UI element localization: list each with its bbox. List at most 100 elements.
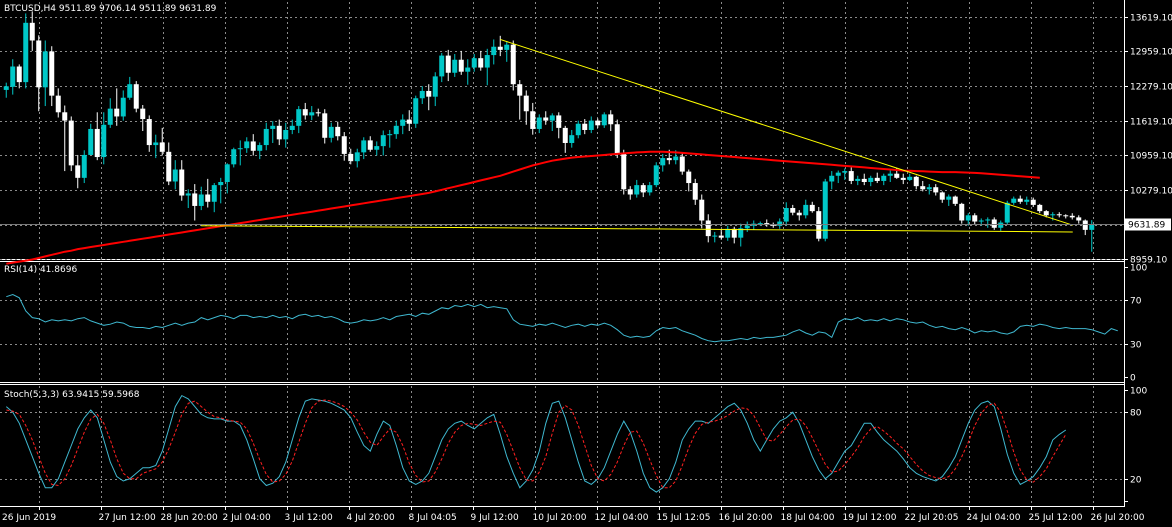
candle-body [283,129,289,140]
candle-body [458,59,464,72]
candle-body [478,58,484,68]
candle-body [55,95,61,113]
candle-body [1076,217,1082,221]
candle-body [81,154,87,178]
candle-body [94,128,100,158]
candle-body [679,156,685,172]
candle-body [712,235,718,237]
rsi-tick-label: 70 [1130,297,1142,307]
candle-body [49,51,55,96]
candle-body [16,66,22,83]
candle-body [569,135,575,143]
candle-body [705,220,711,237]
candle-body [1037,204,1043,212]
candle-body [68,120,74,166]
candle-body [978,220,984,222]
candle-body [140,108,146,120]
candle-body [244,141,250,149]
stochastic-panel[interactable] [5,394,1067,493]
time-tick-label: 16 Jul 20:00 [719,513,773,523]
rsi-tick-label: 100 [1130,264,1147,274]
time-tick-label: 28 Jun 20:00 [161,513,218,523]
candle-body [153,142,159,146]
candle-body [699,199,705,221]
candle-body [582,123,588,130]
candle-body [608,114,614,125]
axis-labels: 26 Jun 2019 27 Jun 12:00 28 Jun 20:00 2 Jul… [2,14,1172,524]
candle-body [757,223,763,225]
candle-body [101,124,107,158]
rsi-panel-title: RSI(14) 41.8696 [4,265,77,275]
candle-body [991,219,997,228]
candle-body [796,212,802,216]
candle-body [692,183,698,200]
time-tick-label: 18 Jul 04:00 [781,513,835,523]
candle-body [322,113,328,138]
candle-body [640,185,646,193]
price-panel[interactable]: 9631.89 [0,11,1171,265]
candle-body [530,111,536,129]
candle-body [549,115,555,121]
current-price-box [1125,218,1171,231]
candle-body [939,192,945,200]
candle-body [913,176,919,187]
candle-body [809,204,815,212]
price-tick-label: 13619.10 [1130,14,1172,24]
candle-body [543,117,549,121]
candle-body [75,165,81,178]
candle-body [42,51,48,88]
candle-body [1056,214,1062,216]
candle-body [179,169,185,196]
trendline [201,225,1073,233]
candle-body [62,112,68,121]
candle-body [959,203,965,221]
candle-body [874,177,880,181]
candle-body [406,119,412,124]
candle-body [192,193,198,206]
candle-body [471,58,477,68]
candle-body [1030,199,1036,205]
candle-body [465,67,471,72]
candle-body [1011,198,1017,203]
candle-body [439,55,445,77]
candle-body [595,120,601,126]
candle-body [575,123,581,136]
candle-body [887,173,893,176]
candle-body [673,156,679,161]
candle-body [3,86,9,90]
candle-body [900,177,906,180]
rsi-tick-label: 0 [1130,374,1136,384]
candle-body [452,59,458,73]
candle-body [354,152,360,162]
candle-body [627,189,633,195]
candle-body [484,55,490,68]
stoch-tick-label: 20 [1130,476,1142,486]
time-tick-label: 10 Jul 20:00 [533,513,587,523]
time-tick-label: 27 Jun 12:00 [99,513,156,523]
candle-body [309,112,315,116]
candle-body [400,119,406,126]
candle-body [257,145,263,151]
candle-body [172,169,178,182]
time-tick-label: 4 Jul 20:00 [347,513,396,523]
candle-body [562,127,568,143]
candle-body [744,225,750,229]
candle-body [1050,214,1056,216]
candle-body [231,149,237,165]
candle-body [868,177,874,183]
rsi-panel[interactable] [6,293,1118,343]
candle-body [1063,215,1069,217]
candle-body [1004,202,1010,223]
candle-body [107,108,113,125]
candle-body [270,125,276,129]
candle-body [848,171,854,181]
candle-body [731,228,737,238]
price-panel-title: BTCUSD,H4 9511.89 9706.14 9511.89 9631.8… [4,4,217,14]
candle-body [829,175,835,182]
stoch-tick-label: 100 [1130,387,1147,397]
rsi-tick-label: 30 [1130,341,1142,351]
candle-body [660,158,666,166]
candle-body [952,196,958,204]
candle-body [1043,211,1049,216]
